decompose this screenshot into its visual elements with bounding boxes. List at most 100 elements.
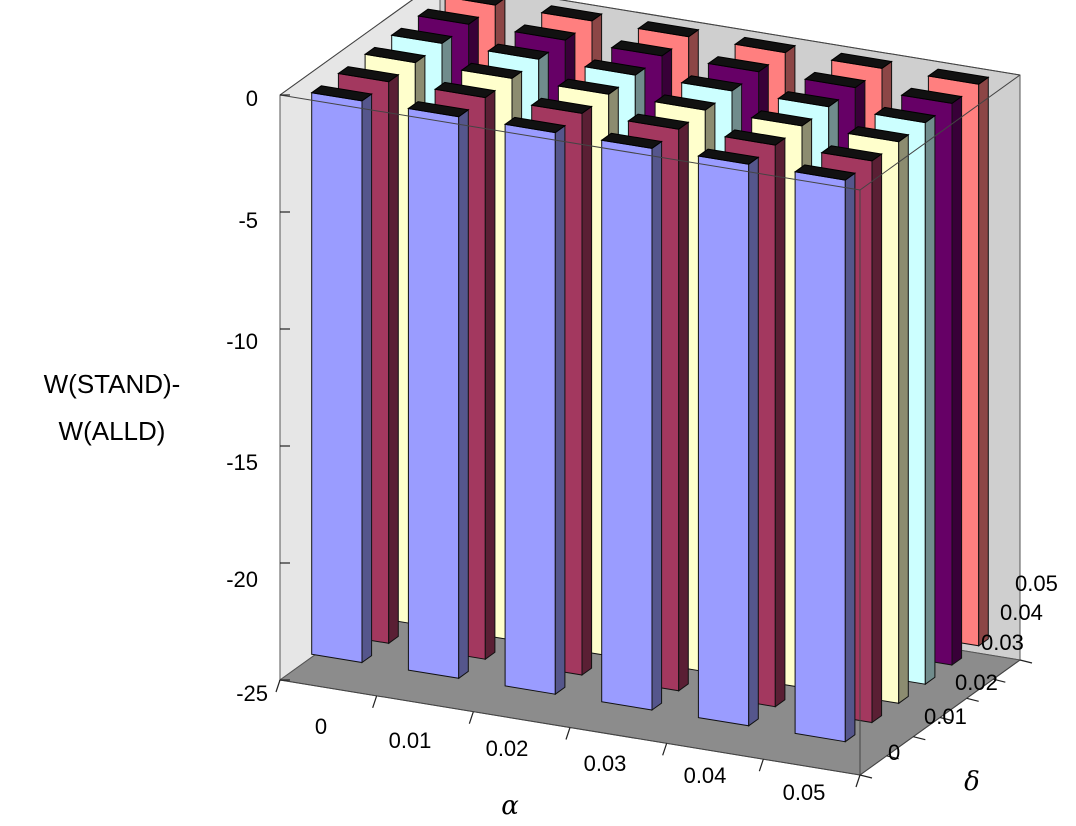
bar-top	[600, 132, 663, 149]
bar-side	[978, 76, 989, 647]
y-tick-label: 0.03	[981, 630, 1024, 655]
bar-top	[310, 85, 373, 102]
z-tick-label: -10	[226, 329, 258, 354]
bar-top	[733, 36, 797, 54]
x-axis-label: α	[501, 791, 519, 821]
bar-top	[503, 116, 567, 134]
bar-top	[390, 27, 453, 44]
z-tick-label: -5	[238, 208, 258, 233]
bar-top	[461, 0, 504, 6]
bar-top	[847, 126, 910, 143]
bar-top	[460, 62, 523, 79]
bar-top	[557, 78, 620, 95]
bar-top	[583, 59, 647, 76]
bar-top	[417, 8, 480, 25]
bar-top	[707, 56, 770, 73]
bar-side	[651, 140, 663, 711]
bar	[310, 85, 373, 664]
bar-side	[361, 93, 373, 664]
y-axis-label: δ	[964, 767, 980, 797]
bar-top	[680, 75, 743, 92]
y-tick-mark	[939, 716, 953, 722]
x-tick-mark	[565, 727, 571, 740]
bar-side	[678, 121, 689, 692]
bar-front	[601, 139, 653, 711]
y-tick-label: 0.05	[1015, 571, 1058, 596]
bar-top	[627, 113, 690, 130]
x-tick-mark	[372, 695, 378, 709]
bar	[600, 132, 663, 711]
bar-top	[337, 66, 400, 83]
bar-top	[513, 24, 577, 41]
bar-top	[407, 101, 470, 118]
bar-front	[504, 123, 556, 695]
y-tick-label: 0.04	[1000, 600, 1043, 625]
bar-top	[723, 129, 787, 146]
bar-side	[484, 89, 496, 661]
z-tick-label: 0	[246, 86, 258, 111]
bar-top	[540, 5, 603, 22]
frame-edge	[279, 0, 414, 96]
bar-top	[530, 97, 593, 114]
bar-side	[774, 137, 786, 708]
x-tick-mark	[275, 679, 281, 693]
bar-top	[777, 91, 840, 108]
bar-front	[794, 171, 846, 743]
bar-front	[311, 92, 363, 664]
x-tick-mark	[468, 711, 474, 724]
x-tick-label: 0.03	[584, 751, 627, 776]
bar-group	[310, 0, 990, 743]
x-tick-label: 0.04	[684, 763, 727, 788]
z-axis-label-line2: W(ALLD)	[59, 416, 166, 446]
bar-side	[951, 95, 963, 666]
x-tick-mark	[758, 758, 764, 772]
bar-side	[581, 105, 593, 676]
frame-edge	[859, 74, 1021, 191]
frame-edge	[559, 0, 1021, 76]
bar-top	[433, 81, 497, 99]
bar-top	[610, 40, 673, 57]
frame-edge	[279, 94, 861, 191]
bar-top	[900, 87, 963, 104]
y-tick-mark	[859, 774, 873, 779]
bar-side	[748, 156, 759, 727]
bar-side	[871, 153, 883, 724]
bar-top	[927, 68, 990, 85]
y-tick-labels: 0 0.01 0.02 0.03 0.04 0.05	[888, 571, 1058, 765]
bar-top	[653, 94, 717, 111]
z-tick-label: -25	[236, 681, 268, 706]
bar	[503, 116, 567, 696]
y-tick-mark	[913, 736, 926, 741]
bar-top	[750, 110, 813, 127]
bar-top	[637, 21, 700, 38]
bar	[697, 148, 760, 727]
bar-front	[697, 155, 750, 727]
bar	[793, 164, 857, 743]
y-tick-label: 0.02	[955, 670, 998, 695]
x-tick-label: 0.05	[783, 780, 826, 805]
bar-side	[388, 73, 399, 645]
bar-side	[458, 108, 469, 680]
bar-side	[898, 133, 909, 705]
x-tick-label: 0	[315, 714, 327, 739]
bar-top	[697, 148, 760, 165]
y-tick-mark	[966, 697, 979, 702]
bar-side	[844, 172, 856, 743]
z-axis-title: W(STAND)- W(ALLD)	[44, 369, 181, 446]
bar-side	[924, 114, 936, 686]
bar-side	[554, 124, 566, 696]
y-tick-mark	[1019, 659, 1033, 664]
bar-top	[363, 46, 427, 64]
z-tick-label: -15	[226, 450, 258, 475]
z-axis-label-line1: W(STAND)-	[44, 369, 181, 399]
y-tick-mark	[886, 755, 899, 760]
bar-top	[873, 106, 937, 124]
bar-top	[803, 71, 867, 89]
bar-top	[487, 43, 550, 60]
x-tick-mark	[662, 743, 668, 756]
chart-frame	[275, 0, 1033, 788]
y-tick-label: 0	[888, 740, 900, 765]
bar-top	[820, 145, 883, 162]
x-tick-labels: 0 0.01 0.02 0.03 0.04 0.05	[315, 714, 826, 805]
